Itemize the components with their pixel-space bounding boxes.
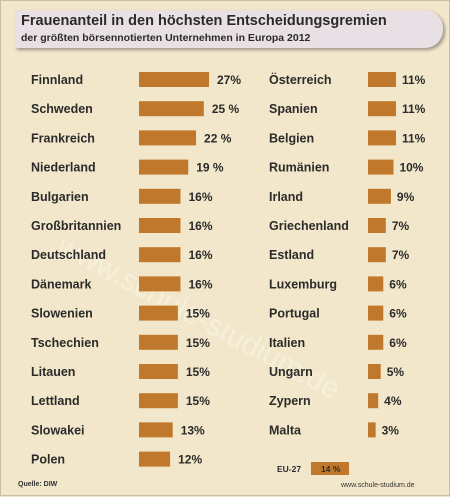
value-label-estland: 7% <box>392 248 410 262</box>
value-label-spanien: 11% <box>402 102 426 116</box>
category-label-lettland: Lettland <box>31 394 80 408</box>
bar-bulgarien <box>139 188 181 204</box>
bar-zypern <box>368 393 379 409</box>
category-label-frankreich: Frankreich <box>31 131 95 145</box>
value-label-italien: 6% <box>389 336 407 350</box>
bar-slowenien <box>139 305 178 321</box>
category-label-belgien: Belgien <box>269 131 314 145</box>
bar-frankreich <box>139 130 197 146</box>
value-label-grossbritannien: 16% <box>188 219 212 233</box>
title-banner: Frauenanteil in den höchsten Entscheidun… <box>15 10 443 48</box>
value-label-eu-27: 14 % <box>321 464 341 474</box>
bar-italien <box>368 334 384 350</box>
value-label-litauen: 15% <box>186 365 210 379</box>
bar-grossbritannien <box>139 218 181 233</box>
value-label-ungarn: 5% <box>387 365 405 379</box>
bar-griechenland <box>368 218 386 233</box>
category-label-luxemburg: Luxemburg <box>269 277 337 291</box>
category-label-osterreich: Österreich <box>269 72 332 87</box>
value-label-luxemburg: 6% <box>389 277 407 291</box>
category-label-malta: Malta <box>269 423 302 437</box>
value-label-schweden: 25 % <box>212 102 240 116</box>
category-label-zypern: Zypern <box>269 394 311 408</box>
bar-polen <box>139 451 171 467</box>
value-label-slowenien: 15% <box>186 307 210 321</box>
value-label-tschechien: 15% <box>186 336 210 350</box>
category-label-griechenland: Griechenland <box>269 219 349 233</box>
bar-slowakei <box>139 422 173 438</box>
category-label-italien: Italien <box>269 336 305 350</box>
category-label-portugal: Portugal <box>269 307 320 321</box>
category-label-bulgarien: Bulgarien <box>31 190 89 204</box>
value-label-irland: 9% <box>397 190 415 204</box>
value-label-lettland: 15% <box>186 394 210 408</box>
category-label-grossbritannien: Großbritannien <box>31 219 121 233</box>
bar-ungarn <box>368 364 381 379</box>
category-label-schweden: Schweden <box>31 102 93 116</box>
value-label-finnland: 27% <box>217 73 241 87</box>
category-label-danemark: Dänemark <box>31 277 91 291</box>
bar-rumanien <box>368 159 394 175</box>
value-label-zypern: 4% <box>384 394 402 408</box>
bar-deutschland <box>139 247 181 263</box>
bar-spanien <box>368 101 396 117</box>
category-label-deutschland: Deutschland <box>31 248 106 262</box>
bar-lettland <box>139 393 178 409</box>
category-label-tschechien: Tschechien <box>31 336 99 350</box>
bar-osterreich <box>368 72 396 87</box>
value-label-deutschland: 16% <box>188 248 212 262</box>
category-label-eu-27: EU-27 <box>277 464 301 474</box>
bar-belgien <box>368 130 396 146</box>
value-label-danemark: 16% <box>188 277 212 291</box>
category-label-slowenien: Slowenien <box>31 307 93 321</box>
value-label-polen: 12% <box>178 453 202 467</box>
category-label-irland: Irland <box>269 190 303 204</box>
value-label-rumanien: 10% <box>399 161 423 175</box>
bar-schweden <box>139 101 204 117</box>
bar-malta <box>368 422 376 438</box>
bar-niederland <box>139 159 189 175</box>
bar-danemark <box>139 276 181 292</box>
bar-irland <box>368 188 391 204</box>
bar-tschechien <box>139 334 178 350</box>
value-label-malta: 3% <box>382 423 400 437</box>
bar-luxemburg <box>368 276 384 292</box>
bar-finnland <box>139 72 209 87</box>
bar-estland <box>368 247 386 263</box>
value-label-slowakei: 13% <box>181 423 205 437</box>
category-label-spanien: Spanien <box>269 102 318 116</box>
category-label-ungarn: Ungarn <box>269 365 313 379</box>
value-label-osterreich: 11% <box>402 73 426 87</box>
value-label-frankreich: 22 % <box>204 131 232 145</box>
category-label-rumanien: Rumänien <box>269 161 329 175</box>
credit-url: www.schule-studium.de <box>341 482 415 489</box>
chart-title: Frauenanteil in den höchsten Entscheidun… <box>21 13 387 29</box>
chart-subtitle: der größten börsennotierten Unternehmen … <box>21 32 311 44</box>
category-label-slowakei: Slowakei <box>31 423 85 437</box>
bar-eu-27 <box>311 462 349 475</box>
value-label-bulgarien: 16% <box>188 190 212 204</box>
bar-litauen <box>139 364 178 379</box>
source-note: Quelle: DIW <box>18 481 58 488</box>
bar-portugal <box>368 305 384 321</box>
value-label-belgien: 11% <box>402 131 426 145</box>
value-label-griechenland: 7% <box>392 219 410 233</box>
value-label-niederland: 19 % <box>196 161 224 175</box>
category-label-niederland: Niederland <box>31 161 96 175</box>
category-label-litauen: Litauen <box>31 365 75 379</box>
category-label-polen: Polen <box>31 453 65 467</box>
value-label-portugal: 6% <box>389 307 407 321</box>
category-label-finnland: Finnland <box>31 73 83 87</box>
category-label-estland: Estland <box>269 248 314 262</box>
